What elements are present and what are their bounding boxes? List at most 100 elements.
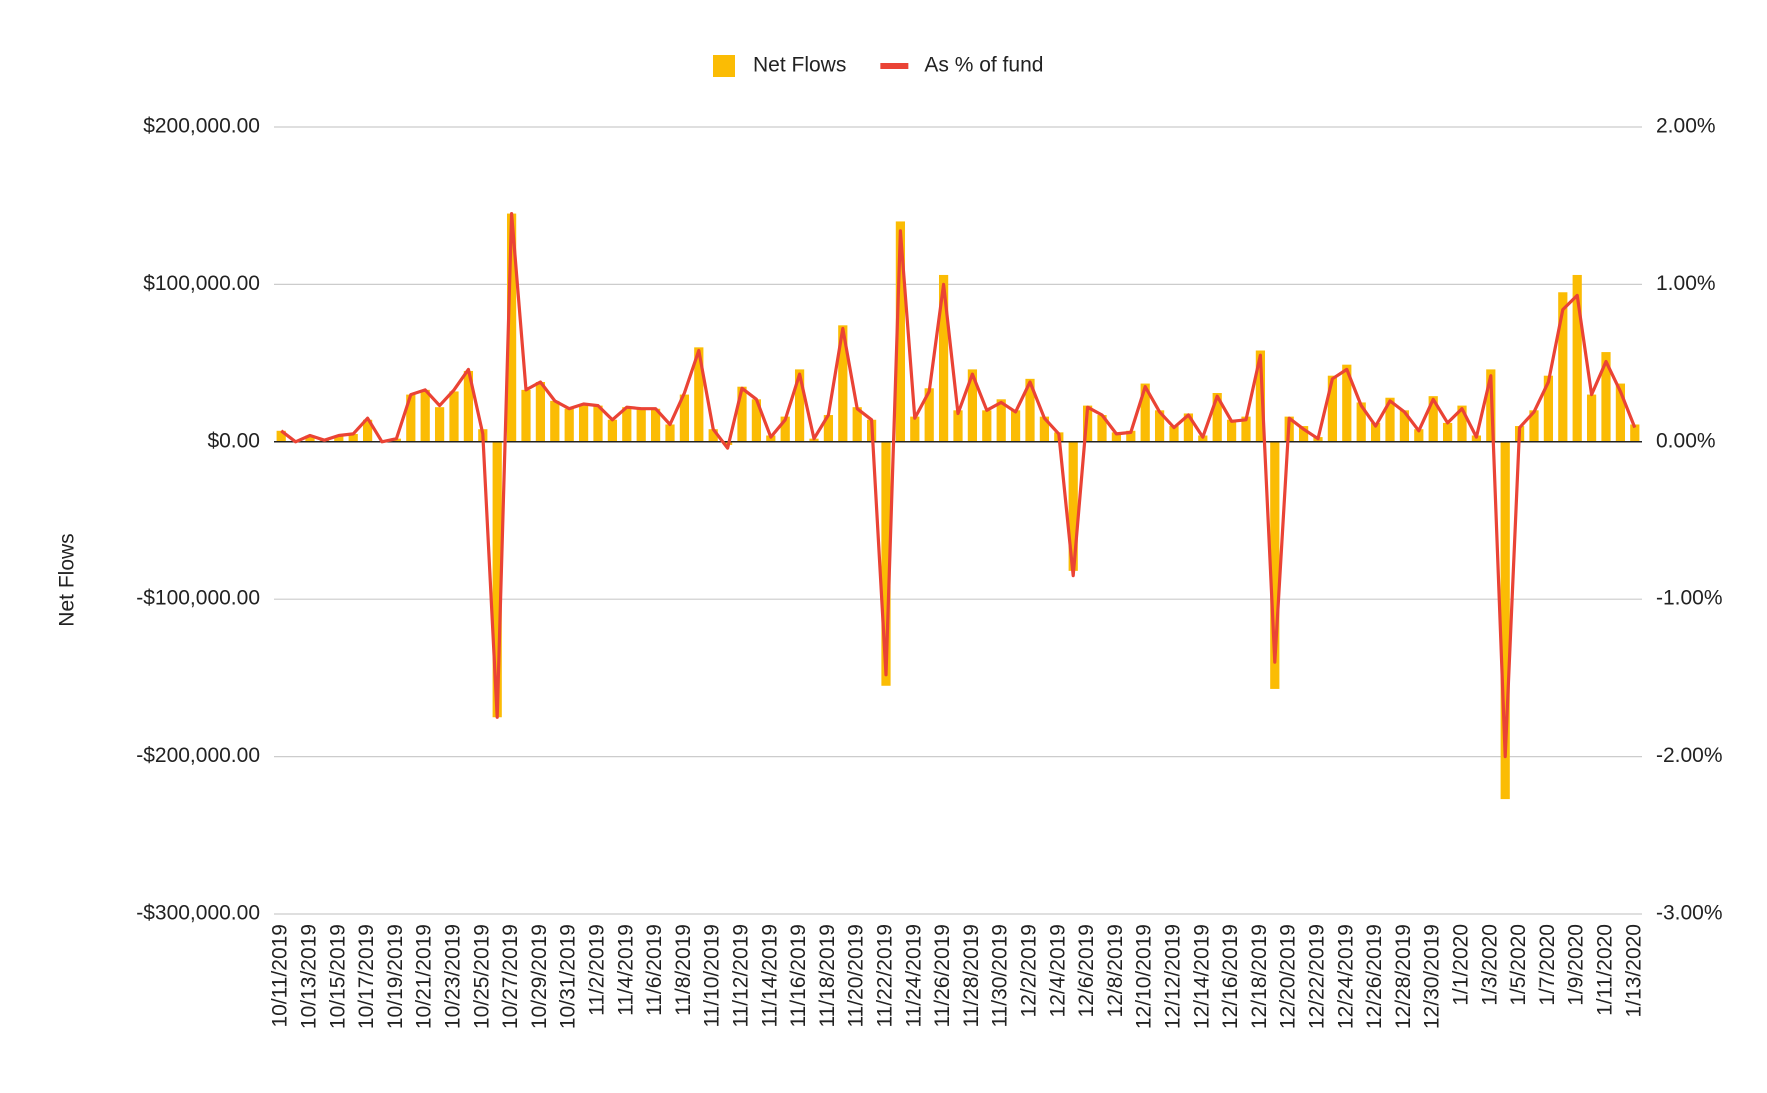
- x-tick-label: 11/14/2019: [758, 924, 781, 1028]
- bar: [938, 274, 949, 442]
- y-tick-label: $0.00: [207, 429, 260, 452]
- bar: [1558, 292, 1568, 442]
- x-tick-label: 12/20/2019: [1277, 924, 1300, 1029]
- bar: [492, 441, 502, 718]
- bar: [1010, 410, 1021, 442]
- bar: [521, 389, 531, 442]
- x-tick-label: 1/3/2020: [1478, 924, 1501, 1006]
- x-tick-label: 12/6/2019: [1075, 924, 1098, 1017]
- x-tick-label: 12/28/2019: [1392, 924, 1415, 1029]
- bar: [276, 430, 286, 442]
- x-tick-label: 11/16/2019: [787, 924, 810, 1028]
- bar: [622, 407, 632, 442]
- y2-tick-label: -2.00%: [1656, 744, 1723, 767]
- y2-tick-label: 1.00%: [1656, 272, 1716, 295]
- bar: [535, 381, 546, 442]
- bar: [1327, 375, 1338, 442]
- x-tick-label: 1/7/2020: [1536, 924, 1559, 1006]
- bar: [823, 415, 834, 442]
- x-tick-label: 10/13/2019: [298, 924, 321, 1029]
- bar: [737, 386, 747, 442]
- x-tick-label: 12/14/2019: [1190, 924, 1213, 1029]
- bar: [1154, 410, 1165, 442]
- x-tick-label: 12/12/2019: [1162, 924, 1185, 1029]
- x-tick-label: 12/16/2019: [1219, 924, 1242, 1029]
- bar: [1442, 422, 1453, 442]
- bar: [838, 325, 848, 442]
- bar: [420, 389, 430, 442]
- x-tick-label: 11/18/2019: [816, 924, 839, 1028]
- bar: [1630, 424, 1640, 442]
- x-tick-label: 11/8/2019: [672, 924, 695, 1016]
- bar: [334, 435, 344, 442]
- bar: [780, 416, 790, 442]
- bar: [1212, 393, 1222, 442]
- x-tick-label: 1/9/2020: [1565, 924, 1588, 1006]
- bar: [1414, 429, 1424, 442]
- bar: [1529, 410, 1539, 442]
- legend-label: Net Flows: [753, 54, 846, 77]
- bar: [1298, 426, 1309, 442]
- bar: [982, 410, 992, 442]
- legend-swatch: [880, 63, 909, 69]
- bar: [1572, 274, 1582, 442]
- bar: [996, 399, 1006, 442]
- x-tick-label: 12/22/2019: [1306, 924, 1329, 1029]
- bar: [564, 408, 574, 442]
- bar: [636, 408, 646, 442]
- bar: [1428, 396, 1438, 442]
- bar: [953, 410, 963, 442]
- bar: [1615, 383, 1626, 442]
- x-tick-label: 12/8/2019: [1104, 924, 1127, 1017]
- bar: [1183, 413, 1194, 442]
- x-tick-label: 11/20/2019: [845, 924, 868, 1028]
- bar: [1068, 441, 1078, 571]
- x-tick-label: 11/28/2019: [960, 924, 983, 1028]
- x-tick-label: 12/26/2019: [1363, 924, 1386, 1029]
- y2-tick-label: 2.00%: [1656, 115, 1716, 138]
- bar: [362, 419, 373, 442]
- bar: [1111, 432, 1122, 442]
- y2-tick-label: 0.00%: [1656, 429, 1716, 452]
- bar: [1370, 422, 1381, 442]
- bar: [1255, 350, 1266, 442]
- bar: [1399, 410, 1410, 442]
- x-tick-label: 11/24/2019: [902, 924, 925, 1028]
- x-tick-label: 11/22/2019: [874, 924, 897, 1028]
- x-tick-label: 12/24/2019: [1334, 924, 1357, 1029]
- y-tick-label: -$200,000.00: [136, 744, 260, 767]
- x-tick-label: 11/12/2019: [730, 924, 753, 1028]
- y-tick-label: $200,000.00: [143, 115, 260, 138]
- bar: [694, 347, 704, 442]
- y-tick-label: -$300,000.00: [136, 902, 260, 925]
- bar: [593, 405, 603, 442]
- x-tick-label: 1/13/2020: [1622, 924, 1645, 1017]
- bar: [895, 221, 906, 442]
- x-tick-label: 10/25/2019: [470, 924, 493, 1029]
- bar: [1270, 441, 1280, 689]
- x-tick-label: 10/31/2019: [557, 924, 580, 1029]
- bar: [794, 369, 805, 442]
- bar: [1500, 441, 1510, 800]
- bar: [1241, 416, 1251, 442]
- x-tick-label: 10/15/2019: [326, 924, 349, 1029]
- bar: [1342, 364, 1352, 442]
- x-tick-label: 11/6/2019: [643, 924, 666, 1016]
- legend-swatch: [713, 55, 735, 77]
- bar: [1543, 375, 1554, 442]
- y-axis-title: Net Flows: [56, 533, 79, 626]
- x-tick-label: 11/4/2019: [614, 924, 637, 1016]
- x-tick-label: 10/19/2019: [384, 924, 407, 1029]
- y-tick-label: $100,000.00: [143, 272, 260, 295]
- x-tick-label: 1/1/2020: [1450, 924, 1473, 1006]
- x-tick-label: 1/11/2020: [1594, 924, 1617, 1016]
- bar: [1025, 378, 1035, 442]
- bar: [434, 407, 445, 442]
- bar: [924, 388, 934, 442]
- line: [280, 212, 1637, 759]
- x-tick-label: 12/10/2019: [1133, 924, 1156, 1029]
- x-tick-label: 11/2/2019: [586, 924, 609, 1016]
- x-tick-label: 12/30/2019: [1421, 924, 1444, 1029]
- bar: [1140, 383, 1150, 442]
